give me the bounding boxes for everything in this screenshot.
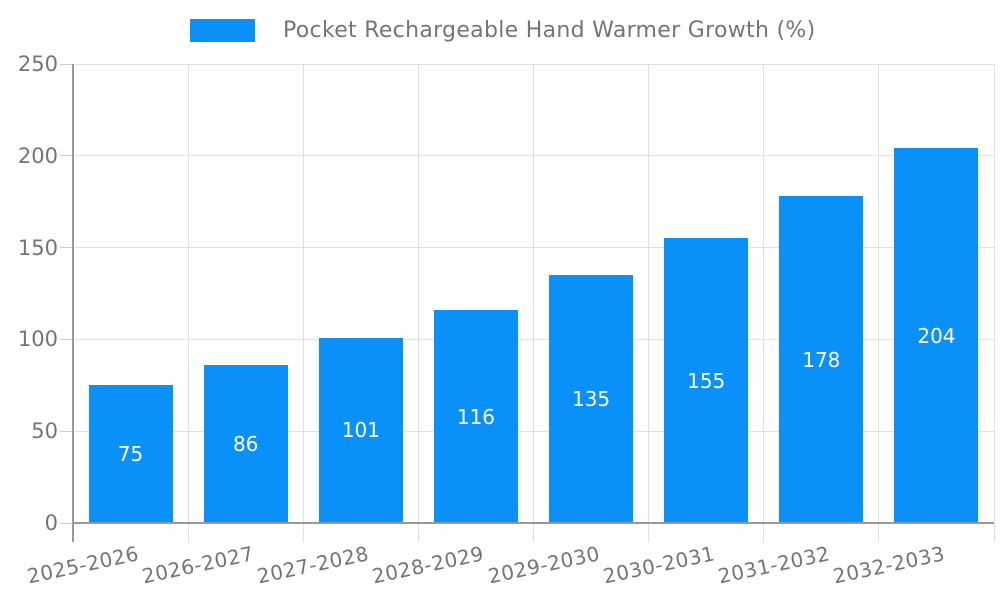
y-axis-tick bbox=[60, 522, 73, 524]
gridline-vertical bbox=[533, 64, 534, 542]
bar-2029-2030 bbox=[549, 275, 634, 523]
y-axis-tick bbox=[60, 63, 73, 65]
gridline-vertical bbox=[302, 64, 304, 542]
x-axis-tick-label: 2027-2028 bbox=[255, 541, 372, 589]
y-axis-tick-label: 0 bbox=[44, 511, 58, 535]
y-axis-tick-label: 100 bbox=[17, 327, 58, 352]
bar-2032-2033 bbox=[894, 148, 979, 523]
bar-2025-2026 bbox=[88, 385, 173, 523]
bar-2031-2032 bbox=[779, 196, 864, 523]
gridline-vertical bbox=[417, 64, 419, 542]
bar-value-label: 86 bbox=[232, 432, 259, 457]
bar-value-label: 178 bbox=[802, 347, 841, 372]
bar-2027-2028 bbox=[318, 337, 403, 523]
bar-value-label: 135 bbox=[571, 387, 611, 412]
y-axis-tick bbox=[60, 155, 73, 157]
x-axis-line bbox=[73, 522, 994, 524]
gridline-vertical bbox=[187, 64, 189, 542]
bar-2028-2029 bbox=[433, 310, 518, 523]
y-axis-tick-label: 250 bbox=[17, 52, 58, 76]
chart-title: Pocket Rechargeable Hand Warmer Growth (… bbox=[283, 18, 816, 43]
legend-swatch bbox=[190, 19, 255, 42]
gridline-vertical bbox=[993, 64, 995, 542]
bar-2030-2031 bbox=[664, 238, 749, 523]
gridline-vertical bbox=[878, 64, 880, 542]
bar-2026-2027 bbox=[203, 365, 288, 523]
y-axis-tick bbox=[60, 247, 73, 249]
y-axis-tick-label: 150 bbox=[17, 235, 58, 260]
x-axis-tick-label: 2025-2026 bbox=[25, 541, 142, 589]
x-axis-tick-label: 2026-2027 bbox=[140, 541, 257, 589]
gridline-vertical bbox=[648, 64, 650, 542]
y-axis-line bbox=[72, 64, 74, 542]
y-axis-tick-label: 200 bbox=[17, 143, 58, 168]
bar-value-label: 204 bbox=[917, 323, 956, 348]
chart-legend: Pocket Rechargeable Hand Warmer Growth (… bbox=[190, 18, 815, 43]
y-axis-tick-label: 50 bbox=[31, 419, 58, 444]
x-axis-tick-label: 2029-2030 bbox=[485, 541, 602, 589]
bar-value-label: 101 bbox=[341, 418, 380, 443]
bar-value-label: 116 bbox=[456, 404, 496, 429]
bar-value-label: 75 bbox=[117, 442, 144, 467]
x-axis-tick-label: 2031-2032 bbox=[715, 541, 832, 589]
x-axis-tick-label: 2030-2031 bbox=[600, 541, 717, 589]
gridline-vertical bbox=[763, 64, 765, 542]
x-axis-tick-label: 2032-2033 bbox=[830, 541, 947, 589]
bar-value-label: 155 bbox=[687, 368, 726, 393]
y-axis-tick bbox=[60, 430, 73, 432]
x-axis-tick-label: 2028-2029 bbox=[370, 541, 487, 589]
y-axis-tick bbox=[60, 338, 73, 340]
